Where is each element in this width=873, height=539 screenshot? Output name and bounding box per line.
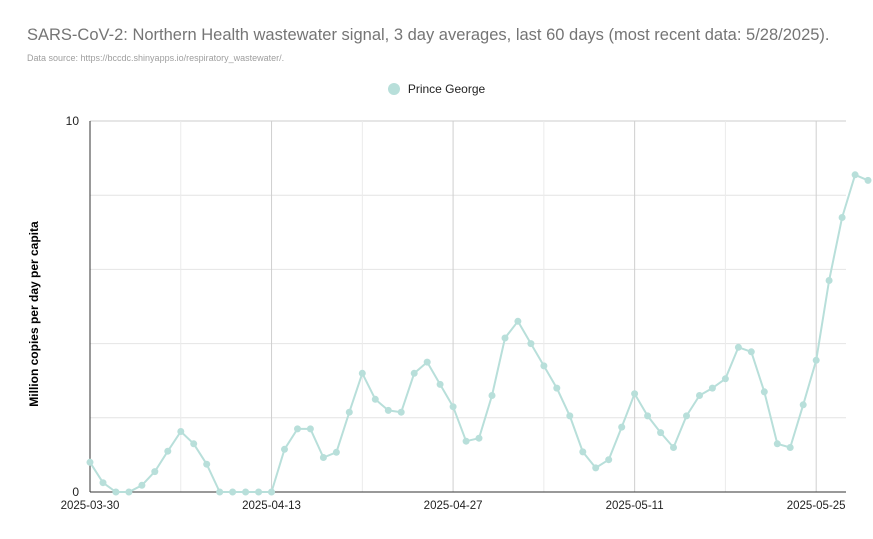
data-point[interactable]: [371, 395, 379, 403]
data-point[interactable]: [216, 488, 224, 496]
data-point[interactable]: [358, 369, 366, 377]
legend-label: Prince George: [407, 82, 486, 96]
data-point[interactable]: [138, 481, 146, 489]
data-point[interactable]: [475, 434, 483, 442]
x-tick-label: 2025-05-25: [787, 500, 846, 512]
series-line: [89, 173, 869, 493]
data-point[interactable]: [799, 401, 807, 409]
data-point[interactable]: [423, 358, 431, 366]
x-tick-label: 2025-04-27: [424, 500, 483, 512]
data-point[interactable]: [838, 214, 846, 221]
data-point[interactable]: [579, 448, 587, 456]
data-point[interactable]: [164, 447, 172, 455]
data-point[interactable]: [501, 334, 509, 342]
data-point[interactable]: [566, 412, 574, 420]
data-point[interactable]: [540, 362, 548, 370]
data-point[interactable]: [190, 440, 198, 448]
data-point[interactable]: [696, 392, 703, 399]
data-point[interactable]: [384, 406, 392, 414]
data-point[interactable]: [644, 412, 652, 420]
data-point[interactable]: [825, 277, 833, 284]
data-point[interactable]: [708, 384, 716, 392]
chart-subtitle: Data source: https://bccdc.shinyapps.io/…: [27, 53, 285, 63]
chart-title: SARS-CoV-2: Northern Health wastewater s…: [27, 26, 830, 44]
data-point[interactable]: [657, 429, 665, 437]
legend: Prince George: [0, 82, 873, 98]
y-tick-label: 0: [72, 485, 79, 499]
data-point[interactable]: [332, 448, 340, 456]
data-point[interactable]: [177, 428, 185, 435]
data-point[interactable]: [488, 392, 496, 399]
data-point[interactable]: [242, 488, 250, 496]
x-tick-label: 2025-04-13: [242, 500, 301, 512]
data-point[interactable]: [319, 454, 327, 461]
y-tick-label: 10: [66, 114, 80, 128]
data-point[interactable]: [734, 343, 742, 351]
data-point[interactable]: [306, 425, 314, 433]
data-point[interactable]: [683, 412, 690, 420]
data-point[interactable]: [773, 440, 781, 448]
data-point[interactable]: [99, 479, 107, 487]
data-point[interactable]: [125, 488, 133, 496]
data-point[interactable]: [670, 444, 677, 451]
x-tick-label: 2025-03-30: [61, 500, 120, 512]
data-point[interactable]: [851, 171, 859, 179]
data-point[interactable]: [462, 437, 470, 445]
data-point[interactable]: [618, 423, 626, 431]
data-point[interactable]: [294, 425, 301, 433]
data-point[interactable]: [112, 488, 120, 496]
data-point[interactable]: [527, 340, 535, 348]
data-point[interactable]: [631, 390, 639, 398]
data-point[interactable]: [345, 408, 353, 416]
data-point[interactable]: [281, 445, 288, 453]
data-point[interactable]: [812, 356, 820, 364]
data-point[interactable]: [449, 403, 457, 411]
data-point[interactable]: [747, 348, 755, 356]
data-point[interactable]: [255, 488, 263, 496]
data-point[interactable]: [410, 369, 418, 377]
data-point[interactable]: [151, 468, 159, 476]
data-point[interactable]: [760, 388, 768, 396]
data-point[interactable]: [229, 488, 237, 496]
data-point[interactable]: [514, 317, 522, 325]
data-point[interactable]: [786, 444, 794, 451]
legend-item-prince-george[interactable]: Prince George: [387, 82, 486, 96]
data-point[interactable]: [436, 380, 444, 388]
data-point[interactable]: [397, 408, 405, 416]
data-point[interactable]: [553, 384, 561, 392]
data-point[interactable]: [864, 176, 872, 184]
data-point[interactable]: [721, 375, 729, 383]
x-tick-label: 2025-05-11: [606, 500, 664, 512]
data-point[interactable]: [86, 458, 94, 466]
data-point[interactable]: [203, 460, 211, 468]
data-point[interactable]: [605, 456, 613, 464]
data-point[interactable]: [592, 464, 600, 472]
legend-marker-icon: [387, 83, 400, 95]
data-point[interactable]: [268, 488, 275, 496]
